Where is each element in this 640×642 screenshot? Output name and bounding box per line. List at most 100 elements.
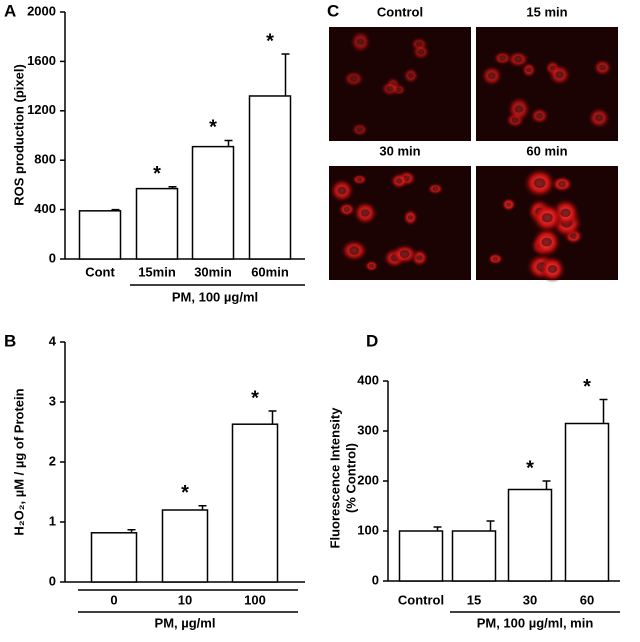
x-axis-label: PM, 100 µg/ml xyxy=(172,289,258,304)
bar xyxy=(451,530,497,582)
y-tick-label: 1200 xyxy=(27,102,56,117)
error-bar xyxy=(268,410,277,425)
panel-letter: B xyxy=(4,331,16,350)
panel-letter: C xyxy=(327,1,339,20)
nucleus xyxy=(369,263,375,269)
x-tick-label: 0 xyxy=(110,592,117,607)
nucleus xyxy=(356,177,363,182)
x-tick-label: 60min xyxy=(251,264,289,279)
y-tick-label: 200 xyxy=(357,472,379,487)
bar xyxy=(231,423,279,583)
x-tick-label: 10 xyxy=(178,592,192,607)
y-tick-label: 0 xyxy=(49,573,56,588)
nucleus xyxy=(487,72,496,80)
significance-mark: * xyxy=(251,387,259,409)
nucleus xyxy=(558,180,566,188)
nucleus xyxy=(541,237,552,247)
x-tick-label: 30min xyxy=(194,264,232,279)
error-bar xyxy=(486,520,495,531)
nucleus xyxy=(492,256,499,262)
error-bar xyxy=(224,139,233,147)
panel-letter: A xyxy=(4,1,16,20)
y-axis-label: ROS production (pixel) xyxy=(11,64,26,206)
nucleus xyxy=(599,64,606,71)
nucleus xyxy=(407,215,414,220)
bar xyxy=(248,95,292,260)
nucleus xyxy=(499,55,506,61)
bar xyxy=(161,509,209,583)
y-tick-label: 2 xyxy=(49,453,56,468)
x-axis-label: PM, 100 µg/ml, min xyxy=(477,615,594,630)
nucleus xyxy=(417,49,425,55)
nucleus xyxy=(536,112,543,119)
bar xyxy=(398,530,444,582)
significance-mark: * xyxy=(526,457,534,479)
image-label: 30 min xyxy=(379,143,420,158)
nucleus xyxy=(356,127,363,133)
y-axis-label: H₂O₂, µM / µg of Protein xyxy=(11,388,26,535)
y-tick-label: 800 xyxy=(34,152,56,167)
nucleus xyxy=(533,178,546,189)
nucleus xyxy=(432,186,439,192)
x-tick-label: 15 xyxy=(467,592,481,607)
error-bar xyxy=(198,505,207,510)
nucleus xyxy=(541,212,553,223)
nucleus xyxy=(526,67,532,73)
nucleus xyxy=(555,71,564,79)
micrograph xyxy=(476,27,618,141)
y-tick-label: 1600 xyxy=(27,53,56,68)
nucleus xyxy=(386,85,394,92)
x-tick-label: 100 xyxy=(244,592,266,607)
y-tick-label: 300 xyxy=(357,422,379,437)
y-tick-label: 3 xyxy=(49,393,56,408)
error-bar xyxy=(599,398,608,424)
x-tick-label: 15min xyxy=(138,264,176,279)
y-tick-label: 0 xyxy=(372,572,379,587)
nucleus xyxy=(514,105,524,113)
nucleus xyxy=(349,246,360,255)
nucleus xyxy=(349,75,358,83)
y-tick-label: 400 xyxy=(34,201,56,216)
error-bar xyxy=(111,208,120,211)
nucleus xyxy=(408,73,414,79)
y-tick-label: 2000 xyxy=(27,3,56,18)
error-bar xyxy=(542,480,551,490)
x-tick-label: 30 xyxy=(523,592,537,607)
nucleus xyxy=(360,209,370,217)
y-tick-label: 1 xyxy=(49,513,56,528)
significance-mark: * xyxy=(583,376,591,398)
nucleus xyxy=(416,255,423,261)
y-tick-label: 0 xyxy=(49,250,56,265)
nucleus xyxy=(514,55,523,63)
bar xyxy=(135,187,179,260)
x-tick-label: Control xyxy=(398,592,444,607)
nucleus xyxy=(337,186,347,195)
y-axis-label: (% Control) xyxy=(343,443,358,513)
error-bar xyxy=(281,53,290,96)
significance-mark: * xyxy=(153,163,161,185)
y-axis-label: Fluorescence Intensity xyxy=(327,407,342,549)
bar xyxy=(191,145,235,260)
x-tick-label: Cont xyxy=(85,264,115,279)
bar xyxy=(78,210,122,260)
significance-mark: * xyxy=(209,117,217,139)
image-label: 15 min xyxy=(526,4,567,19)
micrograph xyxy=(329,27,471,141)
significance-mark: * xyxy=(266,30,274,52)
nucleus xyxy=(547,265,558,274)
x-tick-label: 60 xyxy=(580,592,594,607)
nucleus xyxy=(343,206,350,213)
panel-letter: D xyxy=(366,331,378,350)
nucleus xyxy=(595,114,604,122)
image-label: Control xyxy=(377,4,423,19)
x-axis-label: PM, µg/ml xyxy=(155,615,216,630)
micrograph xyxy=(476,166,618,283)
image-label: 60 min xyxy=(526,143,567,158)
bar xyxy=(507,488,553,582)
nucleus xyxy=(560,208,571,218)
nucleus xyxy=(399,249,410,259)
nucleus xyxy=(396,178,403,184)
y-tick-label: 4 xyxy=(49,333,57,348)
bar xyxy=(564,422,610,582)
